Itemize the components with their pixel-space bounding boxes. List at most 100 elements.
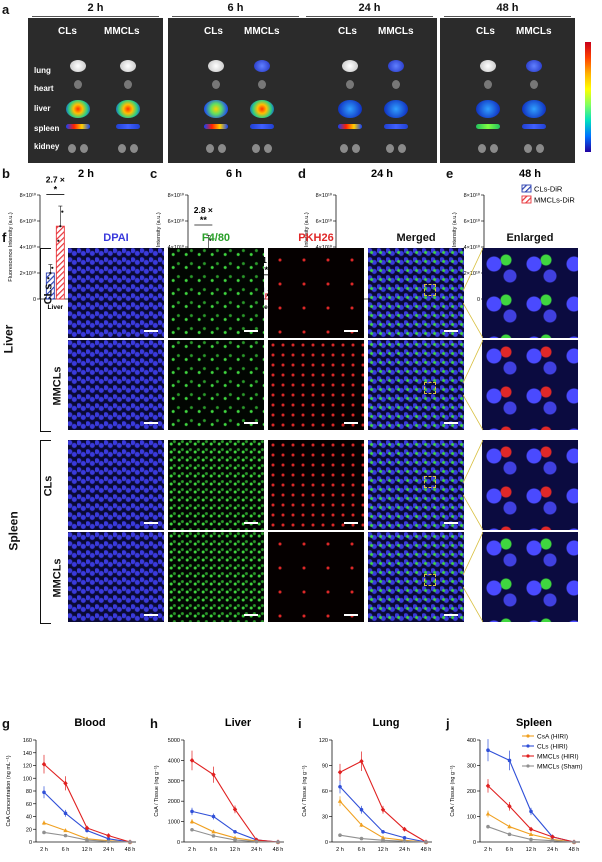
- organ-kidney-right: [80, 144, 88, 153]
- y-tick-label: 60: [26, 802, 32, 808]
- x-tick-label: 24 h: [251, 847, 262, 853]
- organ-heart: [74, 80, 82, 89]
- y-tick-label: 100: [23, 776, 32, 782]
- organ-kidney-left: [118, 144, 126, 153]
- organ-liver: [204, 100, 228, 118]
- enlarged-image-row3: [482, 532, 578, 622]
- organ-liver: [384, 100, 408, 118]
- scale-bar: [444, 614, 458, 616]
- legend-label: CLs (HIRI): [537, 744, 568, 751]
- scale-bar: [444, 330, 458, 332]
- ivis-timepoint-label: 2 h: [87, 2, 104, 14]
- line-chart-0: Blood 0 20 40 60 80 100 120 140 160 2 h 6 h 12 h 24 h…: [6, 717, 136, 853]
- y-tick-label: 0: [33, 297, 36, 303]
- data-point: [338, 833, 342, 837]
- ivis-timepoint-label: 6 h: [227, 2, 244, 14]
- organ-kidney-right: [352, 144, 360, 153]
- roi-box: [424, 284, 436, 296]
- x-tick-label: 48 h: [125, 847, 136, 853]
- panel-label-a: a: [2, 2, 10, 17]
- y-tick-label: 1000: [168, 820, 180, 826]
- y-axis-label: Fluorescence Intensity (a.u.): [8, 212, 14, 282]
- legend-marker: [526, 754, 530, 758]
- legend-label: MMCLs (HIRI): [537, 754, 579, 761]
- tissue-label-spleen: Spleen: [6, 511, 21, 551]
- data-point: [57, 239, 60, 242]
- x-tick-label: 2 h: [188, 847, 196, 853]
- zoom-line-bottom: [463, 302, 483, 339]
- panel-label-j: j: [446, 716, 450, 731]
- y-tick-label: 4×10¹⁰: [464, 244, 481, 251]
- ivis-timepoint-label: 24 h: [358, 2, 381, 14]
- data-point: [402, 839, 407, 843]
- organ-lung: [480, 60, 496, 72]
- zoom-line-top: [463, 339, 483, 384]
- zoom-lines: [463, 531, 483, 623]
- legend-marker: [526, 734, 530, 738]
- scale-bar: [244, 614, 258, 616]
- data-point: [233, 830, 237, 834]
- data-point: [276, 840, 280, 844]
- y-tick-label: 120: [319, 738, 328, 744]
- y-tick-label: 140: [23, 751, 32, 757]
- organ-kidney-left: [340, 144, 348, 153]
- data-point: [507, 832, 512, 837]
- organ-kidney-right: [490, 144, 498, 153]
- organ-liver: [66, 100, 90, 118]
- x-tick-label: Spleen: [254, 304, 275, 311]
- micrograph-dpai-row2: [68, 440, 164, 530]
- data-point: [485, 783, 491, 789]
- data-point: [190, 827, 194, 832]
- y-tick-label: 100: [467, 815, 476, 821]
- micrograph-pkh26-row3: [268, 532, 364, 622]
- x-tick-label: Liver: [48, 304, 64, 311]
- organ-heart: [484, 80, 492, 89]
- x-tick-label: 24 h: [547, 847, 558, 853]
- legend-label: MMCLs (Sham): [537, 764, 583, 771]
- y-tick-label: 8×10¹⁰: [464, 192, 481, 199]
- organ-kidney-left: [206, 144, 214, 153]
- data-point: [189, 757, 195, 763]
- chart-title: Lung: [373, 717, 400, 729]
- group-header-cls: CLs: [338, 26, 357, 37]
- x-tick-label: 6 h: [358, 847, 366, 853]
- y-tick-label: 6×10¹⁰: [464, 218, 481, 225]
- organ-lung: [120, 60, 136, 72]
- legend-swatch: [521, 195, 532, 204]
- micrograph-f480-row2: [168, 440, 264, 530]
- scale-bar: [244, 522, 258, 524]
- significance-label: *: [54, 185, 58, 195]
- organ-kidney-right: [218, 144, 226, 153]
- scale-bar: [344, 522, 358, 524]
- data-point: [254, 839, 259, 844]
- column-header-dpai: DPAI: [103, 232, 129, 244]
- y-tick-label: 6×10¹⁰: [168, 218, 185, 225]
- scale-bar: [344, 330, 358, 332]
- data-point: [42, 790, 46, 795]
- micrograph-merged-row1: [368, 340, 464, 430]
- x-tick-label: 2 h: [336, 847, 344, 853]
- zoom-line-bottom: [463, 494, 483, 531]
- row-label-mmcls: MMCLs: [51, 366, 64, 406]
- organ-spleen: [384, 124, 408, 129]
- micrograph-f480-row3: [168, 532, 264, 622]
- data-point: [550, 834, 555, 840]
- organ-kidney-right: [130, 144, 138, 153]
- y-tick-label: 60: [322, 789, 328, 795]
- data-point: [232, 835, 238, 840]
- y-tick-label: 0: [177, 840, 180, 846]
- scale-bar: [344, 614, 358, 616]
- organ-kidney-left: [68, 144, 76, 153]
- organ-liver: [522, 100, 546, 118]
- data-point: [381, 830, 385, 834]
- group-header-mmcls: MMCLs: [244, 26, 280, 37]
- data-point: [106, 839, 111, 844]
- x-tick-label: 48 h: [569, 847, 580, 853]
- panel-label-g: g: [2, 716, 10, 731]
- y-tick-label: 3000: [168, 779, 180, 785]
- data-point: [486, 748, 490, 752]
- roi-box: [424, 476, 436, 488]
- scale-bar: [144, 330, 158, 332]
- data-point: [486, 824, 490, 829]
- data-point: [190, 809, 194, 814]
